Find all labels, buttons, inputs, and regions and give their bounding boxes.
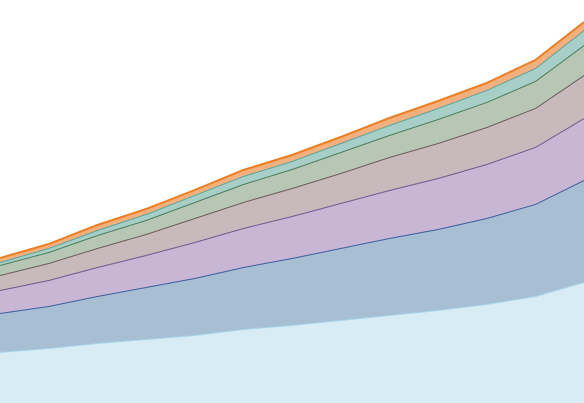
area bbox=[0, 75, 584, 290]
area bbox=[0, 45, 584, 275]
area-line bbox=[0, 21, 584, 259]
area bbox=[0, 282, 584, 403]
area bbox=[0, 118, 584, 313]
area bbox=[0, 180, 584, 352]
